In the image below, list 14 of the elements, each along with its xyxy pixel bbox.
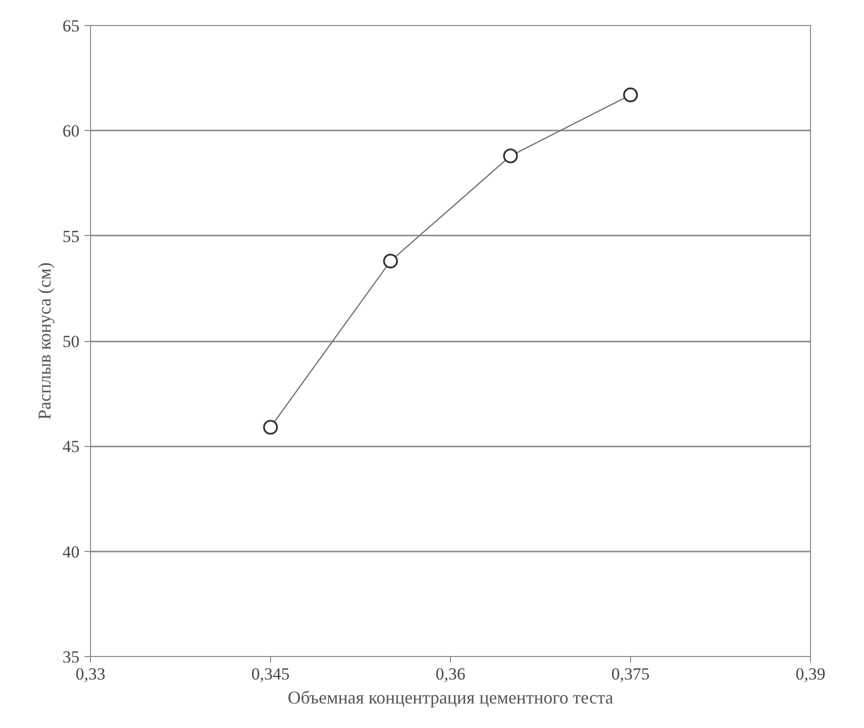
x-tick-label: 0,33 [76, 664, 106, 684]
y-tick-label: 60 [62, 122, 80, 141]
y-axis-title: Расплыв конуса (см) [34, 262, 54, 420]
x-tick-label: 0,39 [796, 664, 826, 684]
y-tick-label: 40 [62, 542, 80, 562]
y-tick-label: 65 [62, 16, 80, 36]
y-tick-label: 55 [62, 226, 80, 246]
y-tick-label: 50 [62, 332, 80, 351]
x-tick-label: 0,375 [611, 664, 650, 684]
y-tick-label: 45 [62, 437, 80, 456]
y-tick-label: 35 [62, 648, 80, 666]
x-tick-label: 0,36 [436, 664, 466, 684]
x-axis-title: Объемная концентрация цементного теста [288, 688, 614, 708]
x-tick-label: 0,345 [251, 664, 290, 684]
